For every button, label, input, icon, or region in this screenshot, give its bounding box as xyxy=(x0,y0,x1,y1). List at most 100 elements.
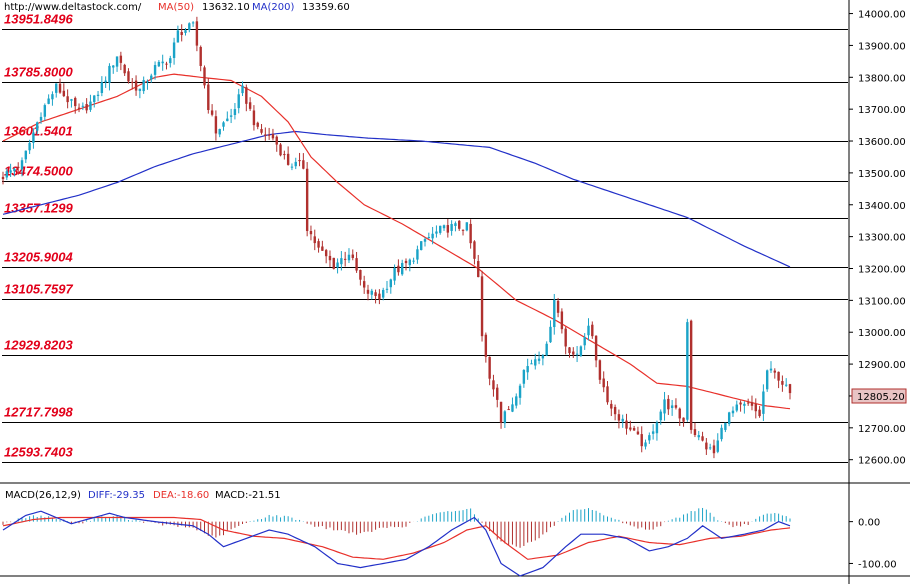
ma200-line xyxy=(2,130,791,268)
candle-body xyxy=(408,259,412,266)
candle-body xyxy=(294,161,297,167)
candle-body xyxy=(537,358,541,361)
candle-body xyxy=(420,241,423,251)
candle-body xyxy=(112,65,115,68)
candle-body xyxy=(184,30,187,33)
candle-body xyxy=(28,142,31,151)
candle-body xyxy=(655,422,659,434)
candle-body xyxy=(153,65,157,75)
candle-body xyxy=(169,58,172,64)
candle-body xyxy=(77,107,81,109)
price-tick-label: 14000.00 xyxy=(858,10,906,21)
candle-body xyxy=(85,104,88,111)
candle-body xyxy=(648,435,651,441)
last-price-value: 12805.20 xyxy=(857,392,905,403)
candle-body xyxy=(735,404,738,411)
candle-body xyxy=(530,363,533,365)
candle-body xyxy=(507,409,510,411)
candle-body xyxy=(743,403,746,406)
macd-diff: DIFF:-29.35 xyxy=(88,490,145,501)
candle-body xyxy=(777,371,780,381)
candle-body xyxy=(461,229,465,231)
candle-body xyxy=(305,168,309,232)
candle-body xyxy=(381,289,385,298)
candle-body xyxy=(731,410,735,414)
candle-body xyxy=(131,81,134,83)
candle-body xyxy=(754,404,757,412)
candle-body xyxy=(492,380,495,390)
candle-body xyxy=(556,300,560,313)
candle-body xyxy=(298,160,301,162)
candle-body xyxy=(465,222,469,231)
candle-body xyxy=(788,384,792,394)
candle-body xyxy=(412,260,415,262)
ma50-line xyxy=(2,73,791,410)
candle-body xyxy=(594,335,598,361)
ma50-label: MA(50) xyxy=(158,2,194,13)
candle-body xyxy=(724,422,727,430)
candle-body xyxy=(108,65,111,83)
candle-body xyxy=(226,118,229,122)
ma50-series xyxy=(2,73,791,410)
ma200-label: MA(200) xyxy=(252,2,295,13)
candle-body xyxy=(1,176,5,180)
candle-body xyxy=(43,105,47,117)
candle-body xyxy=(667,398,670,410)
candle-body xyxy=(682,417,685,422)
candle-body xyxy=(515,396,518,406)
candle-body xyxy=(564,328,567,347)
candle-body xyxy=(488,356,491,379)
candle-body xyxy=(526,366,529,373)
candle-body xyxy=(5,171,9,178)
candle-body xyxy=(579,346,583,356)
candle-body xyxy=(534,359,537,366)
candle-body xyxy=(81,105,85,107)
candle-body xyxy=(207,84,210,111)
candle-body xyxy=(385,288,389,290)
candle-body xyxy=(336,262,339,268)
candle-body xyxy=(469,223,472,244)
candle-body xyxy=(138,88,142,91)
price-tick-label: 13900.00 xyxy=(858,41,906,52)
candle-body xyxy=(659,411,662,421)
candle-body xyxy=(781,381,784,385)
candle-body xyxy=(62,90,66,97)
candle-body xyxy=(279,144,282,156)
candle-body xyxy=(302,160,305,169)
candle-body xyxy=(321,246,324,251)
last-price-box xyxy=(851,388,907,404)
candle-body xyxy=(9,170,12,173)
candle-body xyxy=(343,258,347,260)
candle-body xyxy=(161,61,164,64)
price-tick-label: 13300.00 xyxy=(858,233,906,244)
candle-body xyxy=(416,249,419,260)
candle-body xyxy=(370,290,373,295)
candle-body xyxy=(602,378,605,388)
candle-body xyxy=(100,82,104,94)
candle-body xyxy=(191,22,195,24)
candle-body xyxy=(545,343,548,356)
candle-body xyxy=(431,233,434,239)
candle-body xyxy=(214,116,218,134)
candle-body xyxy=(522,370,526,384)
candle-body xyxy=(96,94,100,96)
macd-diff-line xyxy=(2,510,791,577)
candle-body xyxy=(248,102,252,109)
candle-body xyxy=(218,129,221,135)
level-label: 13951.8496 xyxy=(4,12,73,27)
candle-body xyxy=(389,279,392,288)
level-label: 13205.9004 xyxy=(4,250,73,265)
candle-body xyxy=(134,80,138,91)
candle-body xyxy=(496,387,499,400)
site-url[interactable]: http://www.deltastock.com/ xyxy=(4,2,142,13)
candle-body xyxy=(758,409,761,417)
candle-body xyxy=(572,351,575,355)
candle-body xyxy=(583,336,586,346)
candle-body xyxy=(115,56,119,67)
candle-body xyxy=(359,269,362,280)
candle-body xyxy=(591,324,594,337)
candle-body xyxy=(450,224,453,231)
candle-body xyxy=(575,353,579,355)
price-tick-label: 13600.00 xyxy=(858,137,906,148)
